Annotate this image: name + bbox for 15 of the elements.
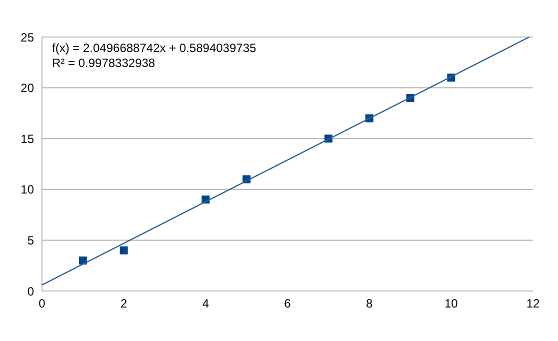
y-tick-label: 25 <box>20 30 34 44</box>
y-tick-label: 15 <box>20 132 34 146</box>
x-tick-label: 2 <box>120 296 128 311</box>
y-tick-label: 5 <box>27 233 34 248</box>
x-tick-label: 10 <box>444 296 458 311</box>
x-tick-label: 4 <box>202 296 210 311</box>
y-tick-label: 20 <box>20 81 34 96</box>
equation-text: f(x) = 2.0496688742x + 0.5894039735 R² = 0.9978332938 <box>52 41 256 71</box>
point <box>120 246 128 254</box>
x-tick-label: 0 <box>38 296 46 311</box>
x-tick-label: 6 <box>284 296 292 311</box>
x-tick-label: 12 <box>526 296 540 311</box>
y-tick-label: 10 <box>20 182 34 197</box>
y-tick-label: 0 <box>27 284 34 298</box>
x-tick-label: 8 <box>366 296 373 311</box>
